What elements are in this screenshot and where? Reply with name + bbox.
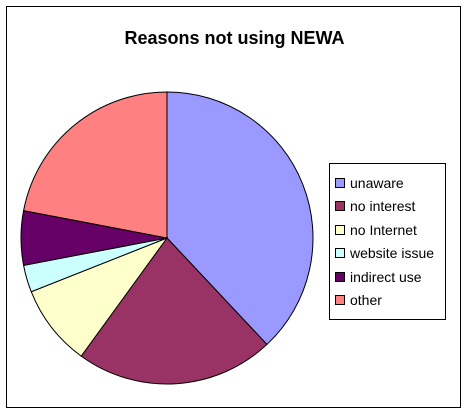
pie-slices [20,91,314,385]
chart-title: Reasons not using NEWA [124,28,345,48]
legend-label: website issue [350,245,435,262]
legend-swatch [335,248,345,259]
legend-item: unaware [330,171,445,195]
legend-item: other [330,289,445,313]
pie-slice-unaware [166,91,314,346]
legend-swatch [335,295,345,306]
pie-slice-other [23,91,168,239]
legend-item: no interest [330,195,445,219]
legend-swatch [335,224,345,235]
legend-label: indirect use [350,268,422,285]
legend: unaware no interest no Internet website iss… [329,163,446,320]
legend-swatch [335,201,345,212]
legend-item: website issue [330,242,445,266]
legend-item: no Internet [330,218,445,242]
legend-label: other [350,292,382,309]
legend-swatch [335,271,345,282]
legend-label: no interest [350,198,416,215]
legend-swatch [335,177,345,188]
legend-label: no Internet [350,221,417,238]
pie-slice-no-interest [80,237,268,385]
legend-label: unaware [350,174,404,191]
pie-slice-no-internet [30,236,169,357]
legend-items: unaware no interest no Internet website iss… [330,171,445,312]
legend-item: indirect use [330,265,445,289]
